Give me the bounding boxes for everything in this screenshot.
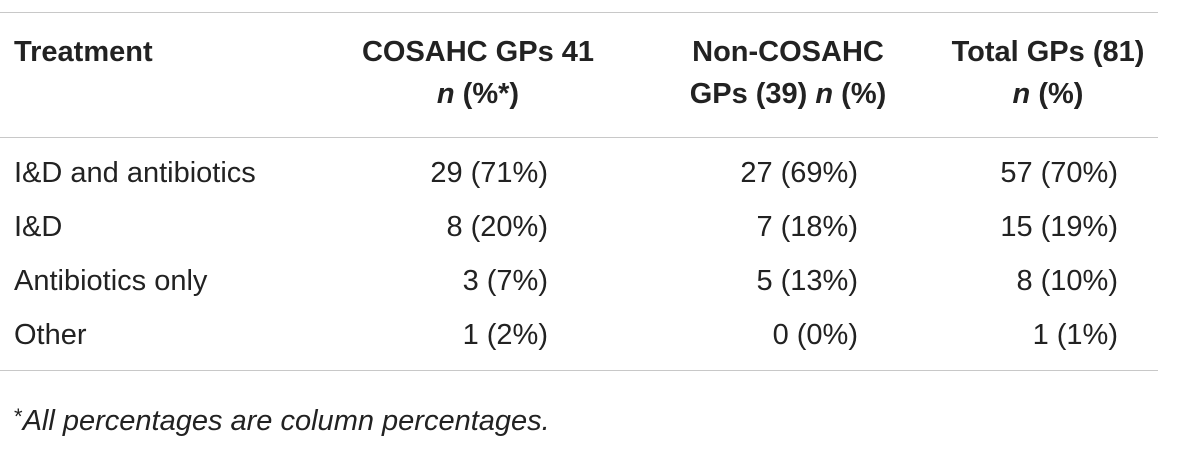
header-cosahc: COSAHC GPs 41 n (%*) <box>318 13 638 138</box>
footnote-marker: * <box>14 404 23 429</box>
row-label: Other <box>14 319 87 351</box>
table-row: I&D 8 (20%) 7 (18%) 15 (19%) <box>0 200 1158 254</box>
cell-cosahc-value: 8 (20%) <box>446 211 548 243</box>
cell-cosahc-value: 29 (71%) <box>430 157 548 189</box>
header-cosahc-pct: (%*) <box>454 78 520 110</box>
cell-total: 1 (1%) <box>938 308 1158 371</box>
header-total-pct: (%) <box>1030 78 1084 110</box>
cell-non-cosahc-value: 0 (0%) <box>772 319 858 351</box>
cell-cosahc: 8 (20%) <box>318 200 638 254</box>
cell-total: 8 (10%) <box>938 254 1158 308</box>
cell-non-cosahc-value: 27 (69%) <box>740 157 858 189</box>
header-non-cosahc-n: n <box>815 78 834 110</box>
cell-total: 57 (70%) <box>938 138 1158 201</box>
header-non-cosahc-line1: Non-COSAHC <box>692 36 884 68</box>
cell-non-cosahc: 27 (69%) <box>638 138 938 201</box>
header-total-n: n <box>1012 78 1031 110</box>
header-non-cosahc-line2: GPs (39) n (%) <box>638 73 938 115</box>
table-header: Treatment COSAHC GPs 41 n (%*) Non-COSAH… <box>0 12 1158 138</box>
cell-cosahc: 1 (2%) <box>318 308 638 371</box>
header-cosahc-line1: COSAHC GPs 41 <box>361 36 595 68</box>
row-label: I&D and antibiotics <box>14 157 256 189</box>
cell-non-cosahc: 7 (18%) <box>638 200 938 254</box>
header-row: Treatment COSAHC GPs 41 n (%*) Non-COSAH… <box>0 12 1158 138</box>
row-label: Antibiotics only <box>14 265 208 297</box>
header-cosahc-line2: n (%*) <box>318 73 638 115</box>
cell-cosahc-value: 1 (2%) <box>462 319 548 351</box>
table-footnote: *All percentages are column percentages. <box>14 404 550 438</box>
treatment-table: Treatment COSAHC GPs 41 n (%*) Non-COSAH… <box>0 12 1158 371</box>
cell-total-value: 57 (70%) <box>1000 157 1118 189</box>
cell-total-value: 8 (10%) <box>1016 265 1118 297</box>
header-treatment-label: Treatment <box>14 36 153 68</box>
header-total-line2: n (%) <box>938 73 1158 115</box>
header-cosahc-n: n <box>436 78 455 110</box>
row-label: I&D <box>14 211 63 243</box>
cell-non-cosahc: 5 (13%) <box>638 254 938 308</box>
table-row: Other 1 (2%) 0 (0%) 1 (1%) <box>0 308 1158 371</box>
cell-cosahc-value: 3 (7%) <box>462 265 548 297</box>
header-treatment: Treatment <box>0 13 318 138</box>
results-table-container: Treatment COSAHC GPs 41 n (%*) Non-COSAH… <box>0 12 1158 371</box>
cell-non-cosahc-value: 7 (18%) <box>756 211 858 243</box>
table-body: I&D and antibiotics 29 (71%) 27 (69%) 57… <box>0 138 1158 371</box>
cell-total: 15 (19%) <box>938 200 1158 254</box>
cell-cosahc: 3 (7%) <box>318 254 638 308</box>
cell-total-value: 1 (1%) <box>1032 319 1118 351</box>
header-non-cosahc-prefix: GPs (39) <box>689 78 816 110</box>
footnote-text: All percentages are column percentages. <box>22 405 550 437</box>
cell-cosahc: 29 (71%) <box>318 138 638 201</box>
cell-non-cosahc-value: 5 (13%) <box>756 265 858 297</box>
header-total-line1: Total GPs (81) <box>951 36 1145 68</box>
cell-non-cosahc: 0 (0%) <box>638 308 938 371</box>
header-total: Total GPs (81) n (%) <box>938 13 1158 138</box>
header-non-cosahc-pct: (%) <box>833 78 887 110</box>
table-row: Antibiotics only 3 (7%) 5 (13%) 8 (10%) <box>0 254 1158 308</box>
cell-total-value: 15 (19%) <box>1000 211 1118 243</box>
header-non-cosahc: Non-COSAHC GPs (39) n (%) <box>638 13 938 138</box>
table-row: I&D and antibiotics 29 (71%) 27 (69%) 57… <box>0 138 1158 201</box>
